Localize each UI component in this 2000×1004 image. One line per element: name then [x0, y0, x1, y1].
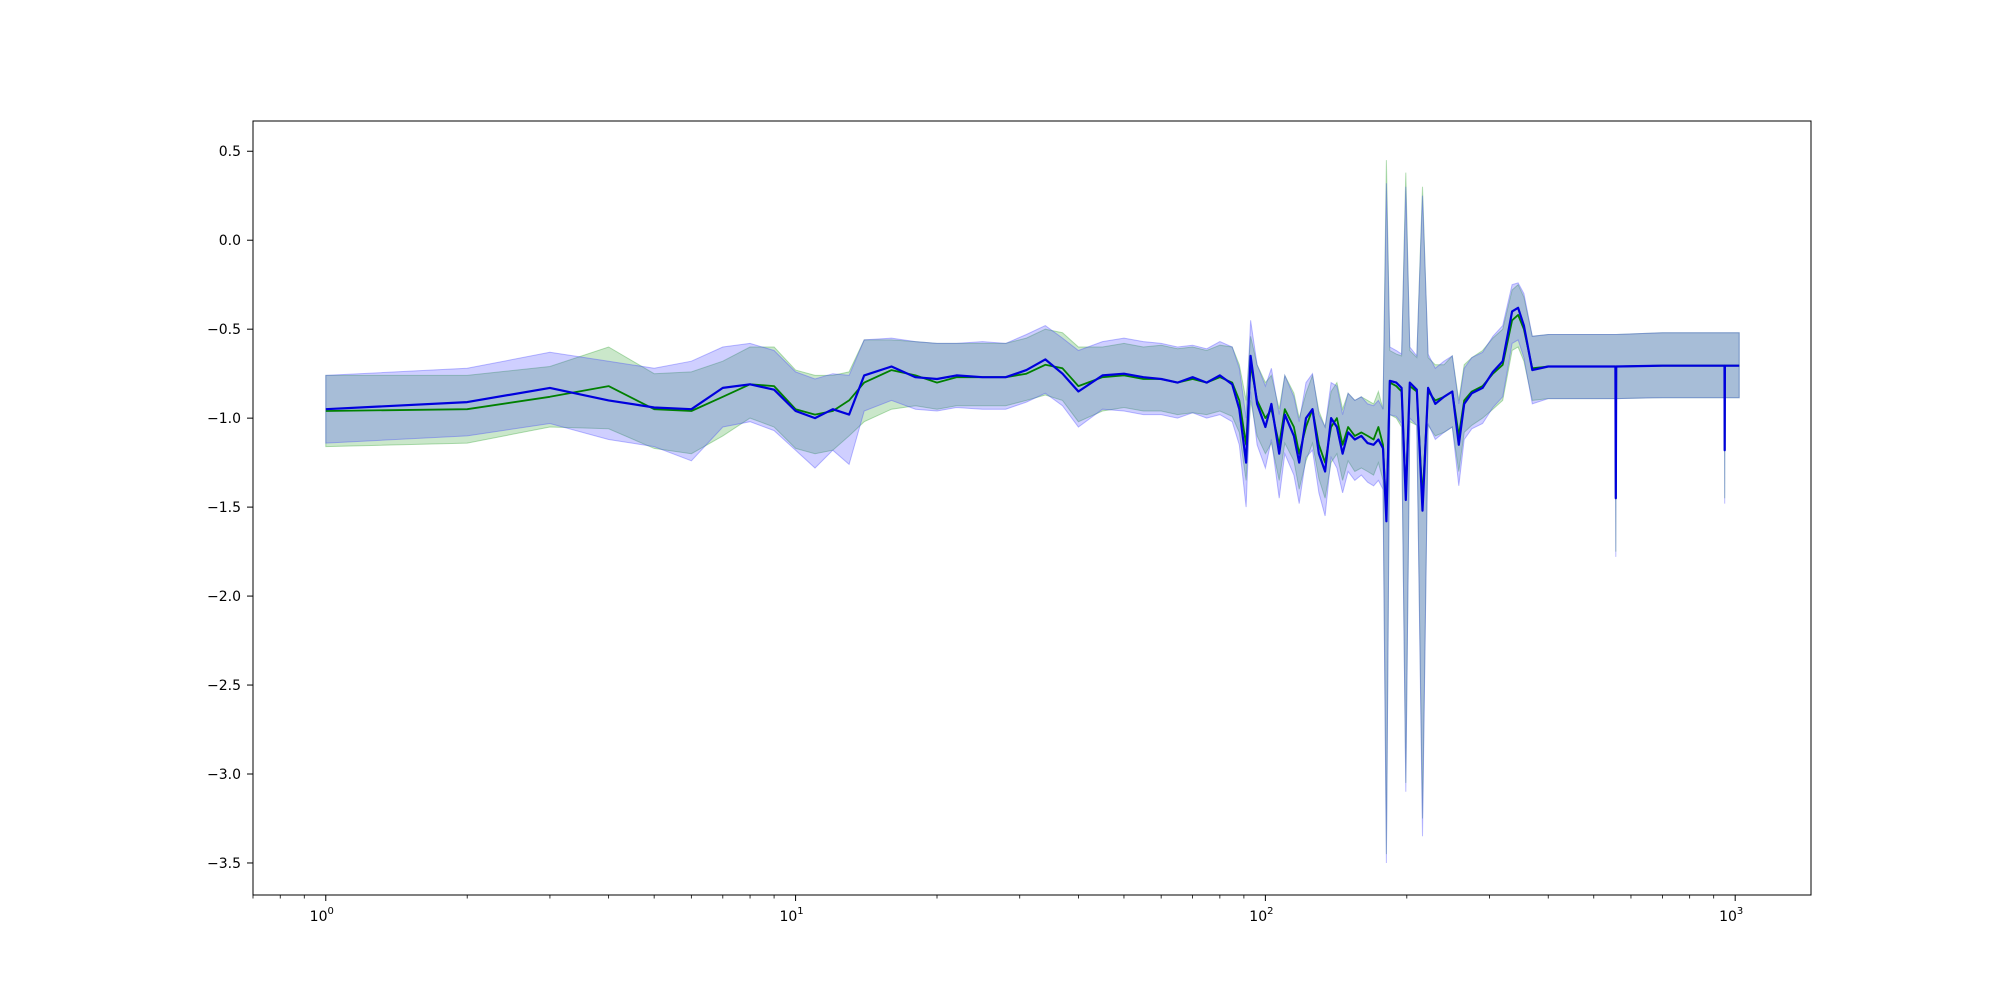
plot-frame	[252, 120, 1812, 896]
y-tick-label: −1.0	[207, 411, 241, 427]
series-1-band	[325, 160, 1740, 855]
y-tick-label: −3.0	[207, 767, 241, 783]
series-2-line	[325, 306, 1740, 523]
y-tick-label: −2.0	[207, 589, 241, 605]
y-tick-label: −1.5	[207, 500, 241, 516]
y-tick-label: 0.5	[219, 144, 241, 160]
series-lines	[325, 306, 1740, 523]
x-tick-label: 100	[310, 906, 334, 925]
x-tick-label: 102	[1249, 906, 1273, 925]
x-tick-label: 103	[1719, 906, 1743, 925]
y-tick-label: 0.0	[219, 233, 241, 249]
series-2-band	[325, 183, 1740, 864]
x-tick-label: 101	[779, 906, 803, 925]
y-tick-label: −0.5	[207, 322, 241, 338]
axes: 0.5 0.0 −0.5 −1.0 −1.5 −2.0 −2.5 −3.0 −3.5 100 101…	[207, 120, 1812, 925]
y-tick-label: −2.5	[207, 678, 241, 694]
y-tick-label: −3.5	[207, 856, 241, 872]
confidence-bands	[325, 160, 1740, 864]
